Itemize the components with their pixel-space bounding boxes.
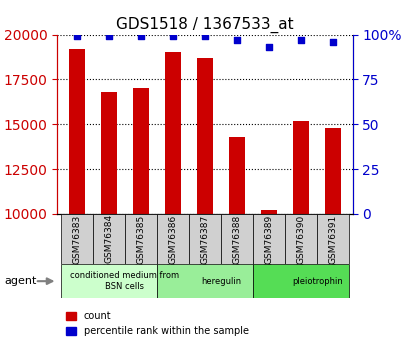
- Bar: [133, 88, 148, 345]
- Bar: [292, 121, 308, 345]
- Text: GSM76385: GSM76385: [136, 214, 145, 264]
- Text: conditioned medium from
BSN cells: conditioned medium from BSN cells: [70, 272, 179, 291]
- Point: [297, 37, 304, 43]
- FancyBboxPatch shape: [61, 264, 157, 298]
- Point: [169, 33, 176, 39]
- FancyBboxPatch shape: [285, 214, 317, 264]
- FancyBboxPatch shape: [61, 214, 92, 264]
- Text: GSM76387: GSM76387: [200, 214, 209, 264]
- Text: GSM76390: GSM76390: [296, 214, 305, 264]
- Title: GDS1518 / 1367533_at: GDS1518 / 1367533_at: [116, 17, 293, 33]
- FancyBboxPatch shape: [317, 214, 348, 264]
- FancyBboxPatch shape: [92, 214, 124, 264]
- FancyBboxPatch shape: [252, 214, 285, 264]
- Point: [105, 33, 112, 39]
- Text: GSM76391: GSM76391: [328, 214, 337, 264]
- FancyBboxPatch shape: [157, 214, 189, 264]
- FancyBboxPatch shape: [252, 264, 348, 298]
- FancyBboxPatch shape: [157, 264, 252, 298]
- Text: heregulin: heregulin: [200, 277, 240, 286]
- Bar: [68, 49, 85, 345]
- Text: GSM76383: GSM76383: [72, 214, 81, 264]
- FancyBboxPatch shape: [220, 214, 252, 264]
- Text: GSM76389: GSM76389: [264, 214, 273, 264]
- Point: [329, 39, 336, 45]
- Text: agent: agent: [4, 276, 36, 286]
- FancyBboxPatch shape: [189, 214, 220, 264]
- Text: GSM76384: GSM76384: [104, 214, 113, 264]
- Bar: [196, 58, 213, 345]
- Legend: count, percentile rank within the sample: count, percentile rank within the sample: [62, 307, 252, 340]
- Point: [265, 44, 272, 50]
- Bar: [324, 128, 341, 345]
- Bar: [261, 210, 276, 345]
- Bar: [101, 92, 117, 345]
- Text: pleiotrophin: pleiotrophin: [291, 277, 342, 286]
- Point: [137, 33, 144, 39]
- Point: [73, 33, 80, 39]
- Text: GSM76388: GSM76388: [232, 214, 241, 264]
- Point: [201, 33, 208, 39]
- Text: GSM76386: GSM76386: [168, 214, 177, 264]
- Bar: [229, 137, 245, 345]
- Bar: [164, 52, 180, 345]
- FancyBboxPatch shape: [124, 214, 157, 264]
- Point: [233, 37, 240, 43]
